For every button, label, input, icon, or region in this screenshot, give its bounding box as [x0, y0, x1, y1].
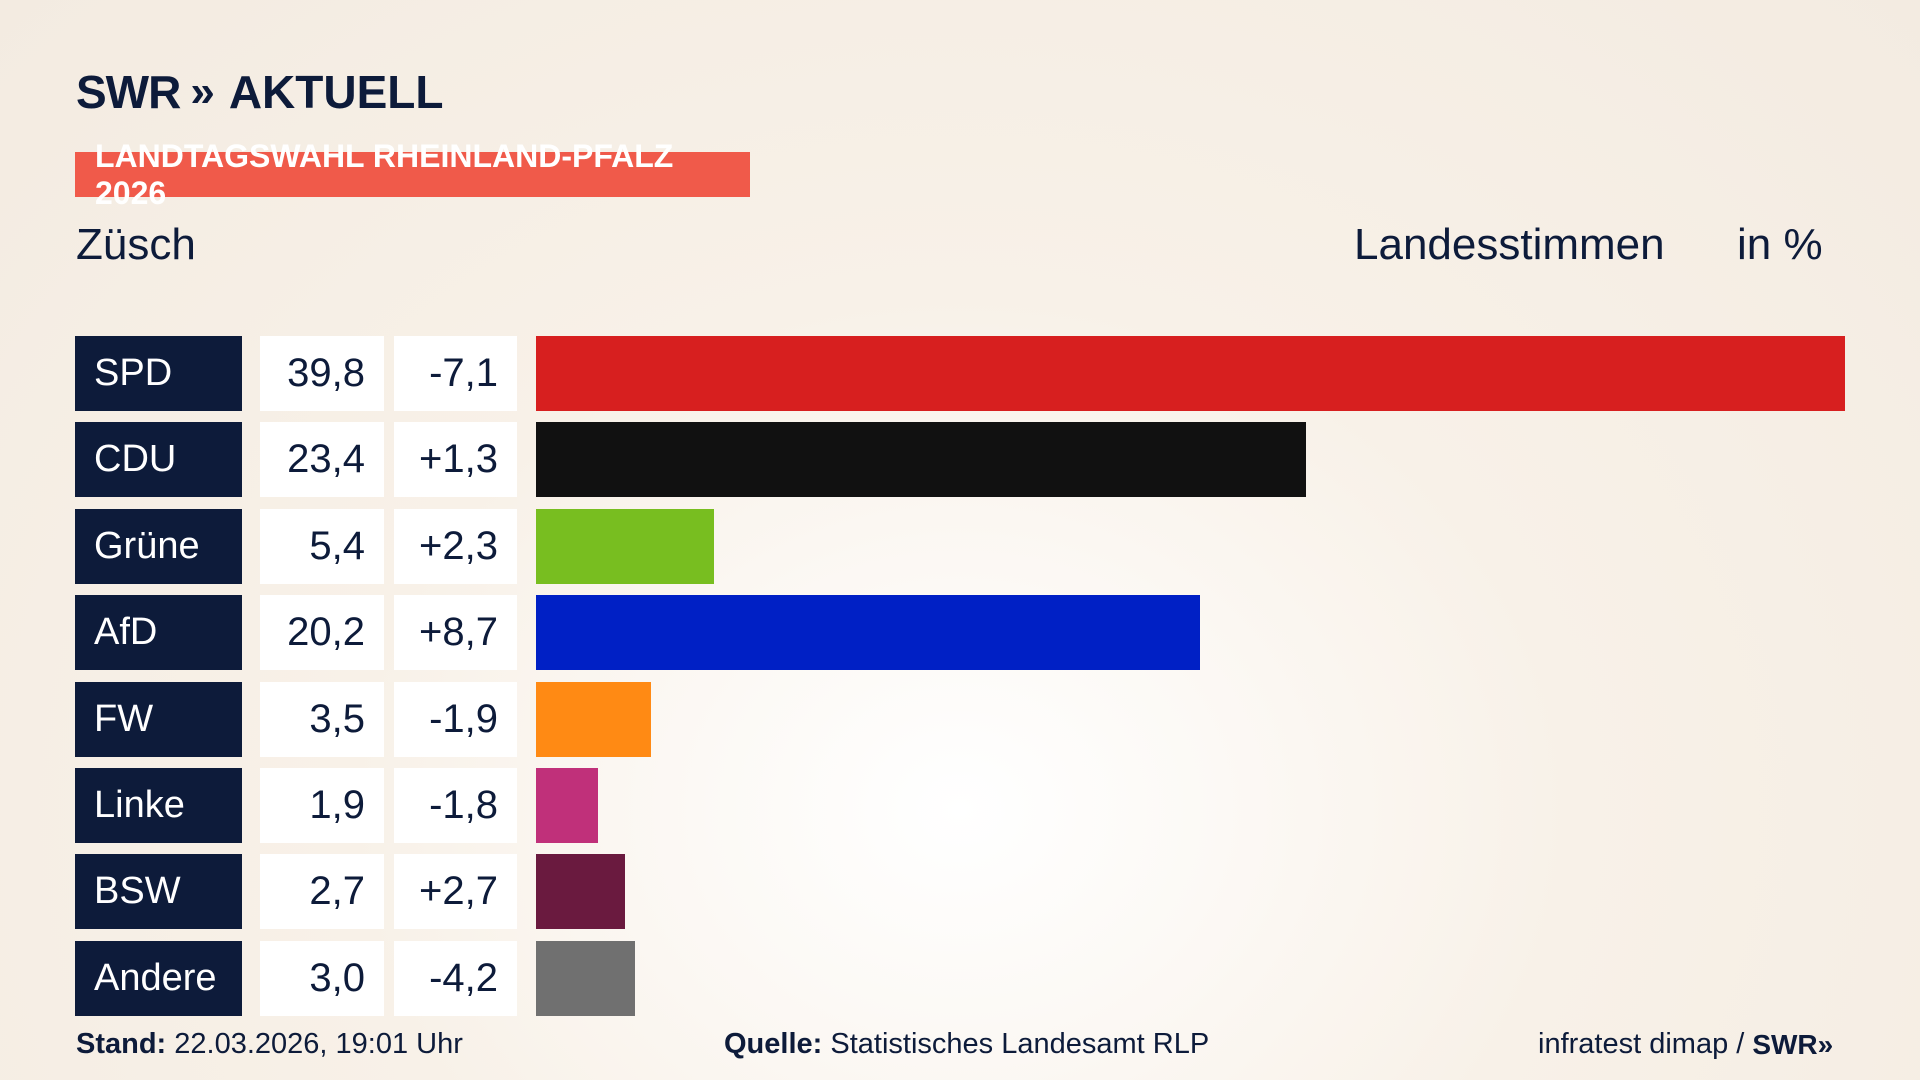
bar-grüne: [536, 508, 714, 584]
party-label: Linke: [75, 768, 242, 843]
party-label: Andere: [75, 940, 242, 1016]
value-label: 20,2: [260, 595, 384, 671]
stand-value: 22.03.2026, 19:01 Uhr: [174, 1028, 463, 1060]
value-label: 39,8: [260, 336, 384, 411]
result-row: Andere 3,0 -4,2: [0, 940, 1920, 1016]
diff-label: +2,3: [394, 508, 517, 584]
party-label: CDU: [75, 422, 242, 498]
credit-text: infratest dimap /: [1538, 1028, 1745, 1060]
result-row: Grüne 5,4 +2,3: [0, 508, 1920, 584]
source-value: Statistisches Landesamt RLP: [830, 1028, 1210, 1060]
footer-credit: infratest dimap / SWR»: [1538, 1028, 1833, 1061]
diff-label: +1,3: [394, 422, 517, 498]
footer-stand: Stand: 22.03.2026, 19:01 Uhr: [76, 1028, 463, 1061]
diff-label: -1,9: [394, 681, 517, 757]
party-label: SPD: [75, 336, 242, 411]
unit-label: in %: [1737, 220, 1823, 269]
source-label: Quelle:: [724, 1028, 823, 1060]
footer-source: Quelle: Statistisches Landesamt RLP: [724, 1028, 1209, 1061]
bar-afd: [536, 595, 1200, 671]
bar-bsw: [536, 854, 625, 930]
result-row: BSW 2,7 +2,7: [0, 854, 1920, 930]
party-label: Grüne: [75, 508, 242, 584]
region-title: Züsch: [76, 220, 196, 269]
party-label: AfD: [75, 595, 242, 671]
result-row: CDU 23,4 +1,3: [0, 422, 1920, 498]
brand-product: AKTUELL: [228, 66, 444, 118]
bar-cdu: [536, 422, 1306, 498]
value-label: 2,7: [260, 854, 384, 930]
value-label: 3,5: [260, 681, 384, 757]
result-row: FW 3,5 -1,9: [0, 681, 1920, 757]
result-row: SPD 39,8 -7,1: [0, 336, 1920, 411]
metric-label: Landesstimmen: [1354, 220, 1665, 269]
result-row: AfD 20,2 +8,7: [0, 595, 1920, 671]
diff-label: +8,7: [394, 595, 517, 671]
bar-linke: [536, 768, 598, 843]
brand-name: SWR: [76, 66, 181, 118]
stand-label: Stand:: [76, 1028, 167, 1060]
value-label: 1,9: [260, 768, 384, 843]
party-label: FW: [75, 681, 242, 757]
result-row: Linke 1,9 -1,8: [0, 768, 1920, 843]
diff-label: -7,1: [394, 336, 517, 411]
credit-brand: SWR»: [1752, 1028, 1834, 1060]
bar-andere: [536, 940, 635, 1016]
value-label: 3,0: [260, 940, 384, 1016]
diff-label: +2,7: [394, 854, 517, 930]
value-label: 23,4: [260, 422, 384, 498]
value-label: 5,4: [260, 508, 384, 584]
party-label: BSW: [75, 854, 242, 930]
diff-label: -1,8: [394, 768, 517, 843]
bar-spd: [536, 336, 1845, 411]
bar-fw: [536, 681, 651, 757]
diff-label: -4,2: [394, 940, 517, 1016]
brand-logo: SWR » AKTUELL: [76, 66, 443, 118]
